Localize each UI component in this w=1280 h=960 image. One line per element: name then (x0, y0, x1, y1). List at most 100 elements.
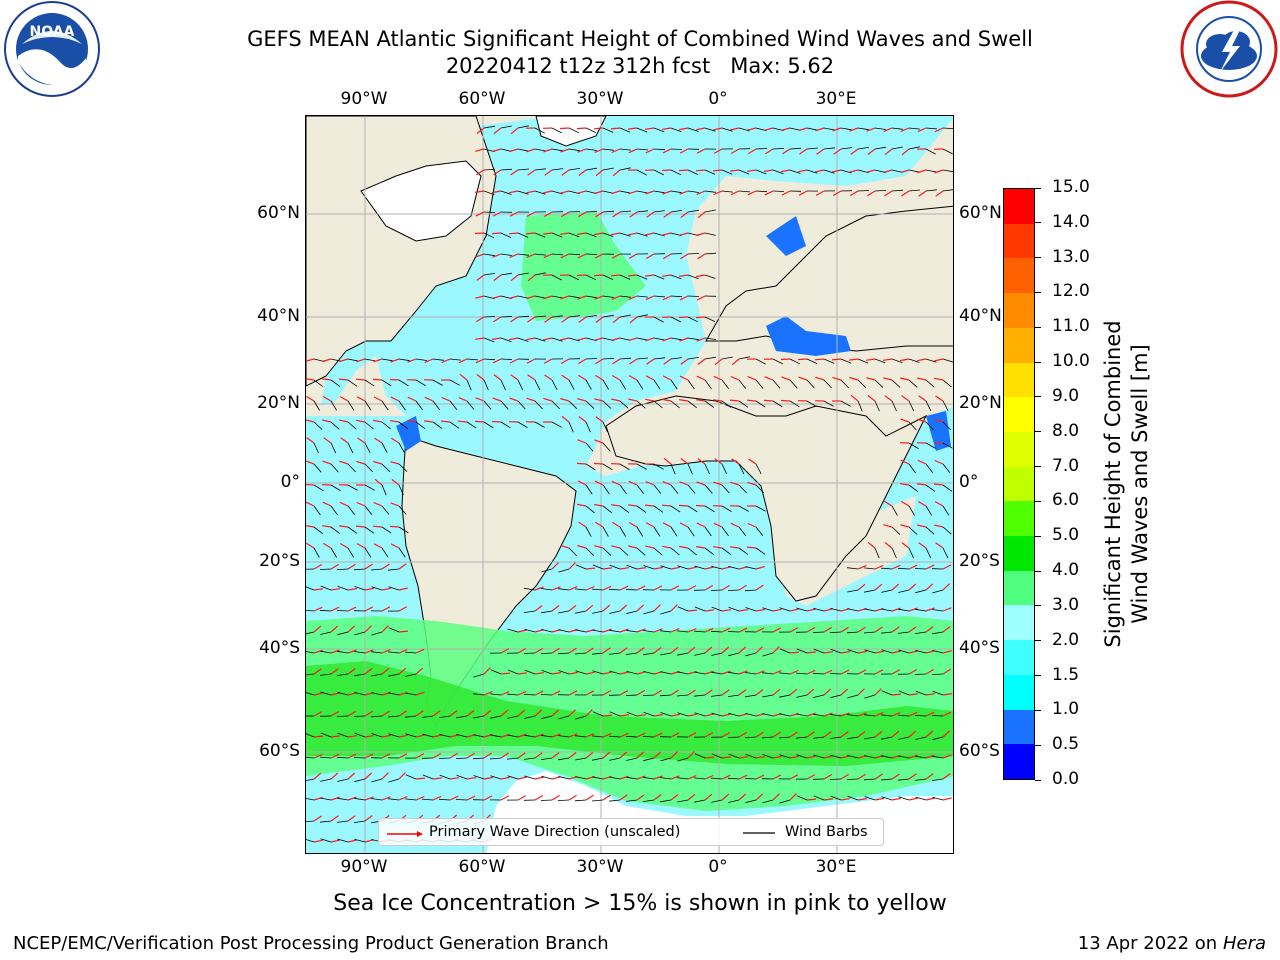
wind-barb (779, 713, 791, 717)
wind-barb (653, 400, 663, 409)
lon-label-bottom: 30°E (815, 857, 857, 877)
wave-arrow (714, 458, 723, 465)
wind-barb (354, 732, 366, 738)
wind-barb (500, 272, 512, 276)
wave-arrow (645, 522, 655, 528)
wind-barb (609, 799, 621, 802)
wave-arrow (509, 253, 519, 258)
wave-arrow (493, 127, 502, 135)
wave-arrow (373, 460, 383, 465)
wave-arrow (475, 397, 485, 402)
wind-barb (306, 586, 315, 591)
wind-barb (306, 820, 315, 823)
wind-barb (541, 629, 553, 633)
wind-barb (864, 796, 876, 801)
wave-arrow (576, 503, 587, 507)
wave-arrow (390, 420, 400, 423)
wave-arrow (663, 457, 672, 465)
wave-arrow (611, 398, 621, 402)
wave-arrow (628, 295, 638, 301)
wind-barb (745, 713, 757, 717)
wave-arrow (313, 588, 323, 591)
wave-arrow (578, 374, 587, 381)
wind-barb (687, 357, 699, 360)
wave-arrow (942, 668, 951, 675)
lon-label-top: 0° (708, 89, 728, 109)
wave-arrow (517, 795, 527, 801)
wave-arrow (772, 793, 780, 801)
wind-barb (898, 736, 910, 740)
wave-arrow (653, 585, 663, 591)
wind-barb (551, 295, 563, 299)
wind-barb (806, 147, 819, 150)
wave-arrow (322, 419, 332, 423)
wave-arrow (313, 625, 322, 633)
wind-barb (744, 589, 757, 592)
wind-barb (370, 715, 383, 718)
wind-barb (891, 547, 897, 559)
wave-arrow (748, 458, 757, 465)
wind-barb (353, 715, 366, 717)
wave-arrow (884, 542, 893, 549)
wind-barb (381, 358, 393, 362)
wave-arrow (602, 647, 611, 654)
wind-barb (874, 400, 880, 412)
wind-barb (388, 798, 400, 801)
wind-barb (534, 272, 546, 276)
wave-arrow (364, 587, 375, 591)
wind-barb (704, 190, 716, 193)
wave-arrow (798, 127, 808, 132)
wave-arrow (313, 711, 323, 717)
wave-arrow (942, 626, 951, 633)
wave-arrow (398, 667, 407, 675)
wind-barb (670, 357, 682, 360)
wave-arrow (576, 274, 587, 277)
wind-barb (602, 442, 611, 452)
wave-arrow (772, 670, 782, 675)
wave-arrow (390, 502, 400, 507)
wave-arrow (636, 671, 646, 675)
wave-arrow (695, 169, 706, 172)
wave-arrow (313, 772, 322, 780)
wave-arrow (415, 667, 424, 675)
wave-arrow (908, 564, 918, 570)
wave-arrow (925, 797, 935, 801)
wind-barb (574, 652, 587, 655)
wave-arrow (492, 295, 502, 299)
wave-arrow (934, 501, 944, 507)
wave-arrow (687, 566, 697, 570)
wave-arrow (935, 395, 944, 402)
wave-arrow (611, 521, 621, 528)
wind-barb (347, 547, 355, 558)
wave-arrow (594, 190, 604, 195)
wave-arrow (510, 316, 519, 323)
wave-arrow (646, 358, 655, 365)
wave-arrow (823, 651, 833, 654)
wave-arrow (330, 710, 340, 717)
wind-barb (449, 400, 458, 410)
wave-arrow (449, 710, 458, 717)
wave-arrow (789, 669, 799, 675)
wind-barb (857, 127, 869, 131)
wind-barb (405, 692, 417, 696)
wave-arrow (322, 395, 332, 402)
wave-arrow (738, 774, 748, 780)
wave-arrow (313, 815, 322, 822)
wind-barb (354, 631, 366, 636)
wind-barb (762, 672, 774, 675)
wave-arrow (730, 481, 740, 486)
wave-arrow (925, 754, 935, 759)
wind-barb (551, 400, 560, 410)
wave-arrow (585, 794, 594, 801)
wind-barb (439, 715, 451, 718)
svg-text:NOAA: NOAA (30, 24, 75, 40)
wind-barb (687, 274, 699, 280)
wind-barb (398, 463, 408, 472)
wave-arrow (517, 647, 527, 654)
wind-barb (721, 379, 730, 389)
wave-arrow (594, 337, 604, 341)
lat-label-right: 20°N (959, 393, 1002, 413)
wave-arrow (653, 689, 662, 696)
wind-barb (864, 649, 876, 654)
wind-barb (755, 400, 766, 408)
